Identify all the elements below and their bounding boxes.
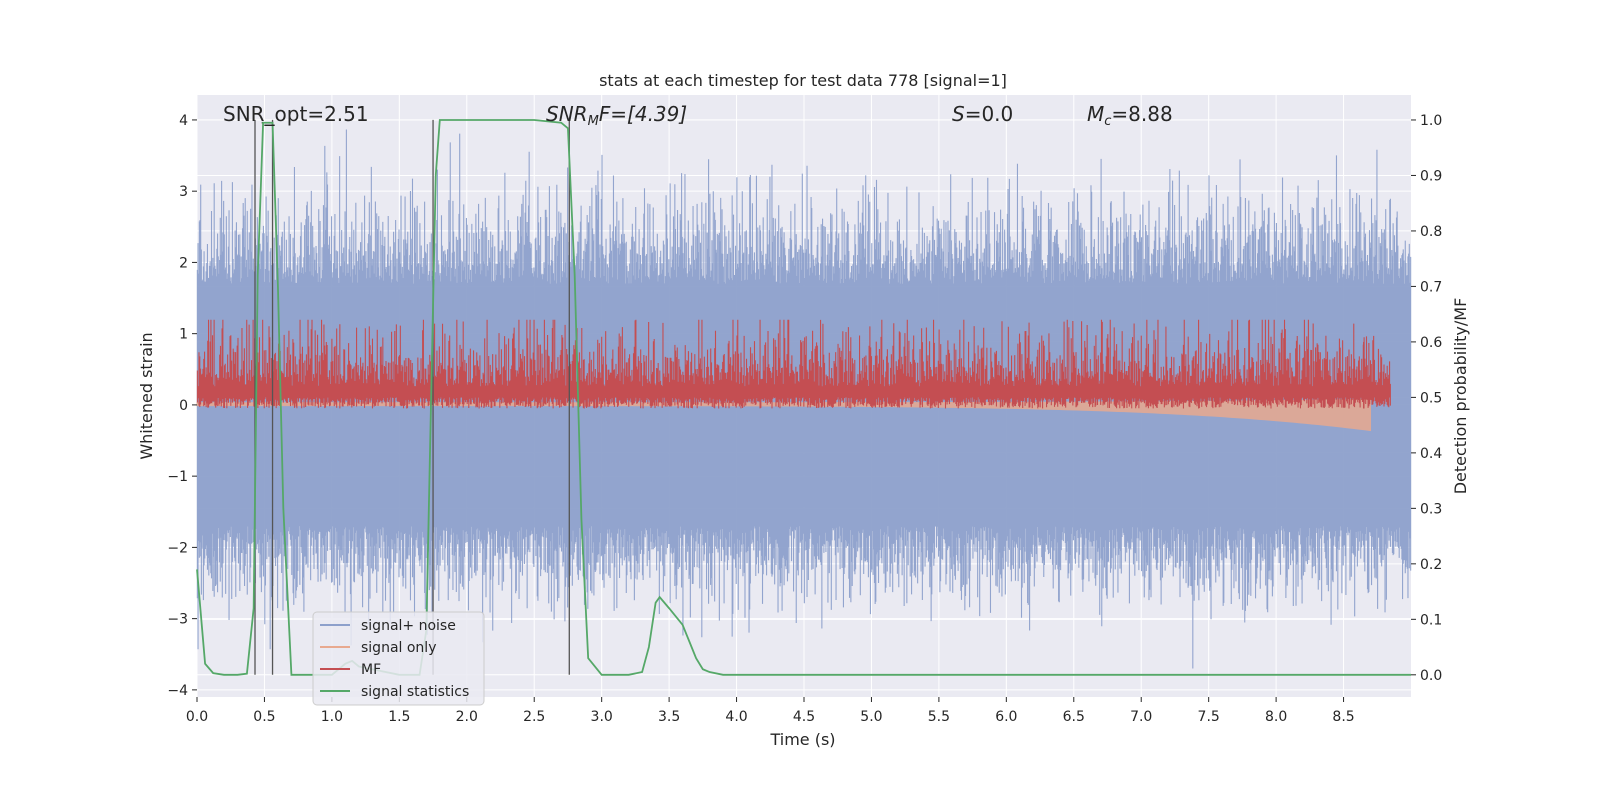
- legend-label-signal-only: signal only: [361, 640, 436, 656]
- x-tick-label: 8.0: [1265, 709, 1287, 725]
- y-right-tick-label: 0.7: [1420, 279, 1442, 295]
- x-tick-label: 7.0: [1130, 709, 1152, 725]
- y-left-tick-label: 3: [179, 184, 188, 200]
- signal-statistics-line: [196, 119, 1411, 676]
- x-tick-label: 8.5: [1332, 709, 1354, 725]
- y-left-tick-label: −1: [167, 469, 188, 485]
- x-tick-label: 2.5: [523, 709, 545, 725]
- x-tick-label: 4.5: [793, 709, 815, 725]
- annotation-snr-mf: SNRMF=[4.39]: [546, 102, 687, 129]
- legend-box: [312, 611, 485, 706]
- x-tick-label: 5.0: [860, 709, 882, 725]
- y-left-tick-label: 0: [179, 398, 188, 414]
- y-right-tick-label: 0.3: [1420, 501, 1442, 517]
- y-axis-right-label: Detection probability/MF: [1451, 298, 1470, 495]
- y-axis-left-label: Whitened strain: [137, 332, 156, 459]
- annotation-mc-var: M: [1087, 102, 1104, 126]
- y-right-tick-label: 0.4: [1420, 446, 1442, 462]
- annotation-s-val: =0.0: [965, 102, 1014, 126]
- y-right-tick-label: 0.1: [1420, 612, 1442, 628]
- x-tick-label: 6.0: [995, 709, 1017, 725]
- y-axis-left-ticks: 4 3 2 1 0 −1 −2 −3 −4: [167, 113, 197, 699]
- legend-label-signal-statistics: signal statistics: [361, 684, 469, 700]
- y-axis-right-ticks: 1.0 0.9 0.8 0.7 0.6 0.5 0.4 0.3 0.2 0.1 0.0: [1411, 113, 1442, 684]
- series-signal-statistics: [196, 119, 1411, 676]
- legend-label-mf: MF: [361, 662, 381, 678]
- annotation-snr-mf-rest: F=[4.39]: [599, 102, 687, 126]
- annotation-mc-val: =8.88: [1111, 102, 1172, 126]
- y-right-tick-label: 0.2: [1420, 557, 1442, 573]
- annotation-mc-sub: c: [1104, 114, 1111, 129]
- chart-title: stats at each timestep for test data 778…: [599, 71, 1007, 90]
- annotation-snr-mf-sub: M: [588, 114, 599, 129]
- legend-label-signal-noise: signal+ noise: [361, 618, 456, 634]
- x-tick-label: 0.0: [186, 709, 208, 725]
- x-tick-label: 3.0: [591, 709, 613, 725]
- x-tick-label: 2.0: [456, 709, 478, 725]
- annotation-s: S=0.0: [952, 102, 1013, 126]
- y-left-tick-label: 4: [179, 113, 188, 129]
- annotation-snr-opt: SNR_opt=2.51: [223, 102, 369, 126]
- y-right-tick-label: 0.9: [1420, 168, 1442, 184]
- x-tick-label: 7.5: [1198, 709, 1220, 725]
- x-tick-label: 1.5: [388, 709, 410, 725]
- y-left-tick-label: −4: [167, 683, 188, 699]
- x-tick-label: 5.5: [928, 709, 950, 725]
- y-left-tick-label: −3: [167, 612, 188, 628]
- series-mf: [196, 319, 1391, 409]
- y-right-tick-label: 0.6: [1420, 335, 1442, 351]
- annotation-snr-mf-main: SNR: [546, 102, 588, 126]
- x-tick-label: 4.0: [725, 709, 747, 725]
- mf-trace: [196, 319, 1391, 409]
- x-tick-label: 1.0: [321, 709, 343, 725]
- legend: signal+ noise signal only MF signal stat…: [312, 611, 485, 706]
- y-right-tick-label: 0.5: [1420, 390, 1442, 406]
- x-tick-label: 6.5: [1063, 709, 1085, 725]
- vertical-lines: [254, 119, 570, 675]
- y-right-tick-label: 1.0: [1420, 113, 1442, 129]
- annotation-mc: Mc=8.88: [1087, 102, 1173, 129]
- y-left-tick-label: 2: [179, 255, 188, 271]
- annotation-s-var: S: [952, 102, 965, 126]
- x-axis-ticks: 0.0 0.5 1.0 1.5 2.0 2.5 3.0 3.5 4.0 4.5 5.0 5.5 6.0 6…: [186, 697, 1355, 725]
- y-right-tick-label: 0.0: [1420, 668, 1442, 684]
- x-axis-label: Time (s): [769, 730, 835, 749]
- x-tick-label: 0.5: [253, 709, 275, 725]
- y-left-tick-label: −2: [167, 540, 188, 556]
- x-tick-label: 3.5: [658, 709, 680, 725]
- y-right-tick-label: 0.8: [1420, 224, 1442, 240]
- y-left-tick-label: 1: [179, 327, 188, 343]
